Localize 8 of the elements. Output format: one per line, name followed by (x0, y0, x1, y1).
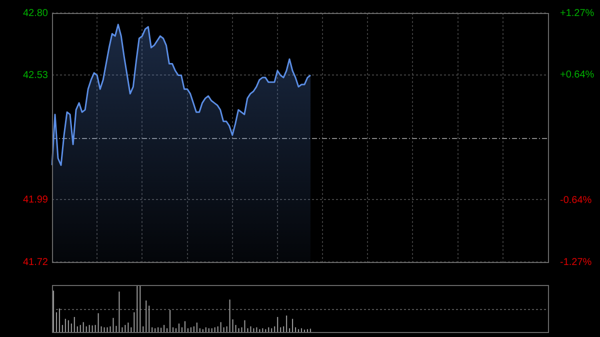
y2-tick-label: +1.27% (560, 8, 594, 19)
y-tick-label: 42.80 (22, 8, 48, 19)
y-tick-label: 41.72 (22, 256, 48, 268)
y2-tick-label: +0.64% (560, 70, 594, 81)
y2-tick-label: -0.64% (560, 194, 592, 206)
y-tick-label: 41.99 (22, 194, 48, 206)
y2-tick-label: -1.27% (560, 256, 592, 268)
y-tick-label: 42.53 (22, 70, 48, 81)
